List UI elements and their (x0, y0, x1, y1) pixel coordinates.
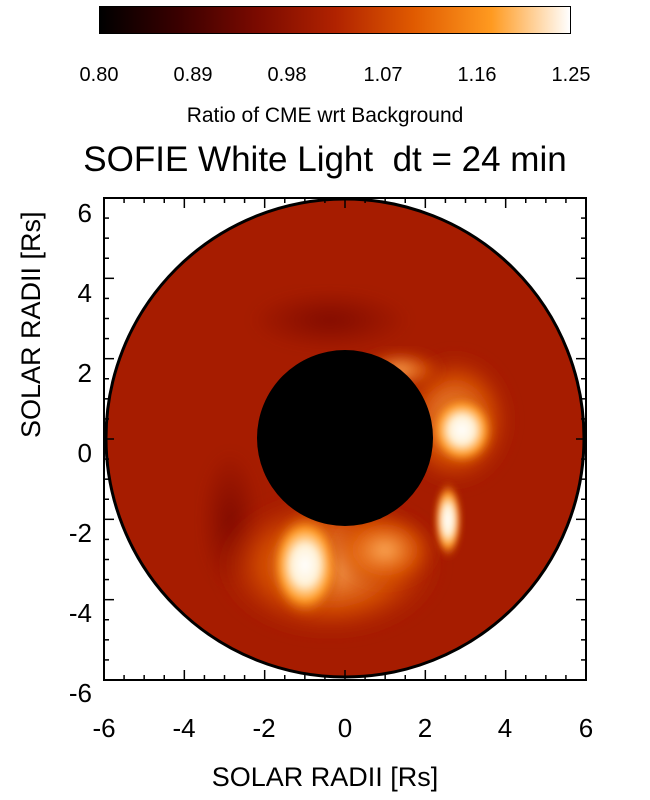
colorbar-tick: 1.25 (551, 64, 591, 86)
x-tick-label: -2 (252, 713, 275, 743)
x-tick-label: 4 (498, 713, 512, 743)
occulter-disk (257, 350, 433, 526)
colorbar-tick: 0.98 (267, 64, 307, 86)
cme-core-south (267, 510, 343, 620)
y-tick-label: -6 (69, 678, 92, 708)
colorbar-tick: 1.07 (363, 64, 403, 86)
colorbar (99, 6, 571, 34)
y-tick-label: 6 (78, 198, 92, 228)
y-tick-label: -2 (69, 518, 92, 548)
y-tick-labels: 6 4 2 0 -2 -4 -6 (69, 198, 92, 708)
cme-core-west (427, 392, 497, 468)
x-tick-labels: -6 -4 -2 0 2 4 6 (92, 713, 593, 743)
axis-ticks (103, 197, 587, 681)
plot-title: SOFIE White Light dt = 24 min (83, 140, 567, 179)
x-tick-label: 0 (338, 713, 352, 743)
x-tick-label: -4 (172, 713, 195, 743)
colorbar-tick: 0.89 (173, 64, 213, 86)
y-tick-label: 0 (78, 438, 92, 468)
x-tick-label: -6 (92, 713, 115, 743)
y-tick-label: 2 (78, 358, 92, 388)
colorbar-label: Ratio of CME wrt Background (186, 104, 464, 127)
x-axis-label: SOLAR RADII [Rs] (211, 762, 439, 792)
colorbar-tick: 0.80 (79, 64, 119, 86)
y-axis-label: SOLAR RADII [Rs] (16, 211, 46, 438)
x-tick-label: 2 (418, 713, 432, 743)
x-tick-label: 6 (579, 713, 593, 743)
y-tick-label: 4 (78, 278, 92, 308)
y-tick-label: -4 (69, 598, 92, 628)
colorbar-tick: 1.16 (457, 64, 497, 86)
